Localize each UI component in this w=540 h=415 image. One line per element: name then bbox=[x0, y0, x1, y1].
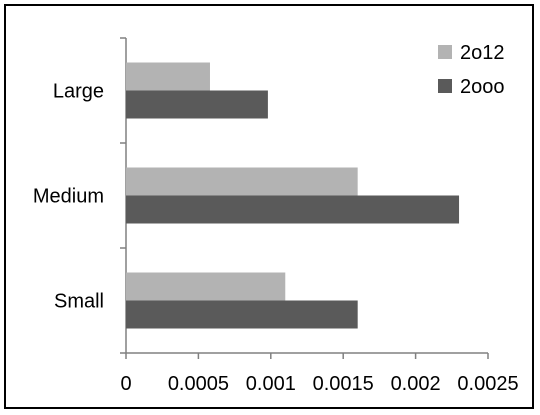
bar bbox=[126, 90, 268, 119]
category-labels: Small Medium Large bbox=[33, 81, 104, 313]
legend-label: 2ooo bbox=[460, 76, 505, 98]
bars bbox=[126, 62, 460, 329]
legend-swatch bbox=[438, 79, 452, 93]
bar bbox=[126, 62, 210, 91]
category-label: Small bbox=[54, 291, 104, 313]
bar bbox=[126, 300, 358, 329]
x-tick-label: 0.0025 bbox=[457, 373, 518, 395]
bar bbox=[126, 195, 460, 224]
legend: 2o12 2ooo bbox=[438, 42, 505, 98]
x-tick-label: 0.0005 bbox=[168, 373, 229, 395]
legend-swatch bbox=[438, 45, 452, 59]
bar bbox=[126, 167, 358, 196]
bar bbox=[126, 272, 286, 301]
x-tick-label: 0.0015 bbox=[313, 373, 374, 395]
x-tick-label: 0 bbox=[120, 373, 131, 395]
category-label: Medium bbox=[33, 186, 104, 208]
x-tick-label: 0.002 bbox=[391, 373, 441, 395]
legend-label: 2o12 bbox=[460, 42, 505, 64]
x-tick-label: 0.001 bbox=[246, 373, 296, 395]
x-tick-labels: 0 0.0005 0.001 0.0015 0.002 0.0025 bbox=[120, 373, 518, 395]
category-label: Large bbox=[53, 81, 104, 103]
